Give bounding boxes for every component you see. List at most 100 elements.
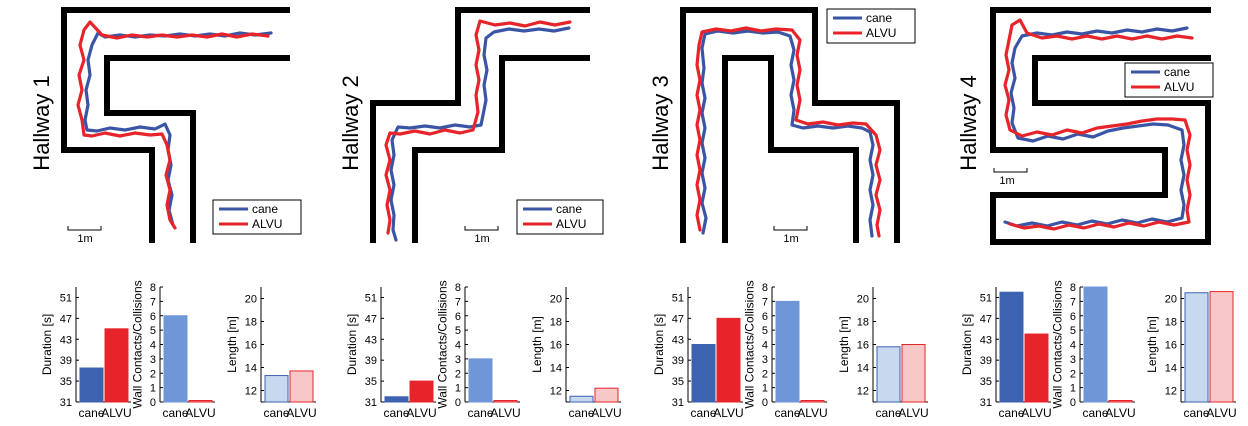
hallway-3-title: Hallway 3 — [648, 75, 673, 170]
bar-chart-h4-wall-contacts-tick-label: 6 — [1070, 311, 1076, 323]
hallway-2-legend-box — [516, 199, 604, 235]
bar-chart-h2-duration-bar-cane — [384, 396, 409, 403]
bar-chart-h2-wall-contacts-tick-label: 4 — [455, 340, 461, 352]
hallway-2-legend: cane ALVU — [516, 199, 604, 235]
bar-chart-h3-length-tick-label: 14 — [857, 363, 869, 375]
bar-chart-h3-length-category-alvu: ALVU — [898, 406, 928, 420]
bar-chart-h3-wall-contacts-y-label: Wall Contacts/Collisions — [743, 280, 757, 408]
bar-chart-h3-length-bar-alvu — [901, 344, 926, 403]
bar-chart-h4-wall-contacts-tick-label: 2 — [1070, 368, 1076, 380]
bar-chart-h1-wall-contacts-tick-label: 7 — [150, 296, 156, 308]
bar-chart-h4-wall-contacts-tick-label: 5 — [1070, 325, 1076, 337]
bar-chart-h4-wall-contacts-tick-label: 4 — [1070, 340, 1076, 352]
hallway-4-legend: cane ALVU — [1124, 62, 1214, 98]
bar-chart-h1-duration-category-alvu: ALVU — [101, 406, 131, 420]
bar-chart-h4-length-tick-label: 12 — [1165, 386, 1177, 398]
bar-chart-h3-wall-contacts-tick-label: 8 — [762, 282, 768, 294]
bar-chart-h4-wall-contacts-tick-label: 3 — [1070, 354, 1076, 366]
bar-chart-h4-length-category-alvu: ALVU — [1206, 406, 1236, 420]
bar-chart-h4-duration-tick-label: 31 — [980, 397, 992, 409]
bar-chart-h2-wall-contacts-tick-label: 3 — [455, 354, 461, 366]
bar-chart-h3-length-tick-label: 18 — [857, 317, 869, 329]
bar-chart-h2-wall-contacts-category-alvu: ALVU — [490, 406, 520, 420]
bar-chart-h2-length-tick-label: 18 — [550, 317, 562, 329]
hallway-2-title: Hallway 2 — [338, 75, 363, 170]
bar-chart-h2-duration-category-alvu: ALVU — [406, 406, 436, 420]
bar-chart-h2-wall-contacts-tick-label: 1 — [455, 383, 461, 395]
bar-chart-h4-duration-category-cane: cane — [998, 406, 1024, 420]
bar-chart-h3-length-tick-label: 12 — [857, 386, 869, 398]
bar-chart-h2-duration-category-cane: cane — [383, 406, 409, 420]
hallway-1-title: Hallway 1 — [29, 75, 54, 170]
bar-chart-h1-wall-contacts-tick-label: 3 — [150, 354, 156, 366]
hallway-2-cane-path — [389, 26, 571, 242]
bar-chart-h2-length-tick-label: 16 — [550, 340, 562, 352]
hallway-3-wall-inner — [722, 55, 859, 243]
bar-chart-h4-wall-contacts-tick-label: 1 — [1070, 383, 1076, 395]
bar-chart-h1-length-tick-label: 14 — [245, 363, 257, 375]
hallway-1-legend-box — [212, 199, 302, 235]
bar-chart-h4-length-tick-label: 20 — [1165, 294, 1177, 306]
bar-chart-h4-wall-contacts: 0 1 2 3 4 5 6 7 8 Wall Contacts/Collisions caneALV… — [1051, 280, 1136, 420]
bar-chart-h1-length-bar-alvu — [289, 370, 314, 403]
bar-chart-h1-length-tick-label: 18 — [245, 317, 257, 329]
bar-chart-h4-duration-tick-label: 51 — [980, 292, 992, 304]
hallway-4-legend-box — [1124, 62, 1214, 98]
bar-chart-h3-wall-contacts-category-cane: cane — [774, 406, 800, 420]
hallway-4-scale-label: 1m — [999, 175, 1014, 187]
bar-chart-h4-length-category-cane: cane — [1183, 406, 1209, 420]
bar-chart-h1-wall-contacts-tick-label: 6 — [150, 311, 156, 323]
bar-chart-h2-length-category-cane: cane — [568, 406, 594, 420]
bar-chart-h3-length-bar-cane — [876, 346, 901, 403]
bar-chart-h3-wall-contacts-tick-label: 4 — [762, 340, 768, 352]
bar-chart-h3-wall-contacts-category-alvu: ALVU — [797, 406, 827, 420]
hallway-3-legend-cane-label: cane — [866, 11, 892, 25]
bar-chart-h3-length-y-label: Length [m] — [837, 316, 851, 373]
bar-chart-h1-wall-contacts-category-cane: cane — [162, 406, 188, 420]
bar-chart-h3-length-category-cane: cane — [875, 406, 901, 420]
bar-chart-h1-wall-contacts-tick-label: 8 — [150, 282, 156, 294]
bar-chart-h3-duration-tick-label: 43 — [672, 334, 684, 346]
hallway-2-wall-inner — [412, 55, 590, 243]
bar-chart-h4-length-tick-label: 14 — [1165, 363, 1177, 375]
hallway-4-legend-alvu-label: ALVU — [1164, 80, 1194, 94]
bar-chart-h2-duration-tick-label: 43 — [365, 334, 377, 346]
bar-chart-h3-duration-category-alvu: ALVU — [713, 406, 743, 420]
bar-chart-h4-wall-contacts-tick-label: 8 — [1070, 282, 1076, 294]
hallway-2-legend-cane-label: cane — [556, 202, 582, 216]
bar-chart-h3-wall-contacts-tick-label: 7 — [762, 296, 768, 308]
bar-chart-h1-wall-contacts-tick-label: 4 — [150, 340, 156, 352]
bar-chart-h3-duration-tick-label: 47 — [672, 313, 684, 325]
bar-chart-h4-wall-contacts-y-label: Wall Contacts/Collisions — [1051, 280, 1065, 408]
hallway-1-legend-alvu-label: ALVU — [252, 217, 282, 231]
bar-chart-h4-duration-tick-label: 47 — [980, 313, 992, 325]
bar-chart-h1-duration-tick-label: 43 — [60, 334, 72, 346]
bar-chart-h4-wall-contacts-tick-label: 7 — [1070, 296, 1076, 308]
bar-chart-h2-wall-contacts-tick-label: 0 — [455, 397, 461, 409]
hallway-1-wall-inner — [104, 55, 290, 243]
bar-chart-h2-duration-tick-label: 35 — [365, 376, 377, 388]
bar-chart-h4-length-bar-cane — [1184, 292, 1209, 403]
bar-chart-h1-duration-tick-label: 47 — [60, 313, 72, 325]
bar-chart-h2-duration-tick-label: 47 — [365, 313, 377, 325]
hallway-1-cane-path — [83, 31, 273, 227]
bar-chart-h4-duration-tick-label: 43 — [980, 334, 992, 346]
bar-chart-h2-wall-contacts-tick-label: 6 — [455, 311, 461, 323]
bar-chart-h2-wall-contacts-tick-label: 2 — [455, 368, 461, 380]
bar-chart-h1-length-y-label: Length [m] — [225, 316, 239, 373]
bar-chart-h2-wall-contacts: 0 1 2 3 4 5 6 7 8 Wall Contacts/Collisions caneALV… — [436, 280, 521, 420]
hallway-4-title: Hallway 4 — [956, 75, 981, 170]
hallway-1-map: Hallway 1 cane ALVU 1m — [29, 7, 302, 245]
hallway-4-map: Hallway 4 cane ALVU 1m — [956, 7, 1214, 245]
bar-chart-h3-duration-tick-label: 39 — [672, 355, 684, 367]
bar-chart-h4-duration-bar-alvu — [1024, 333, 1049, 403]
hallway-3-scale-bar: 1m — [773, 226, 808, 245]
hallway-3-legend-box — [826, 8, 916, 44]
bar-chart-h4-length-y-label: Length [m] — [1145, 316, 1159, 373]
hallway-4-legend-cane-label: cane — [1164, 65, 1190, 79]
